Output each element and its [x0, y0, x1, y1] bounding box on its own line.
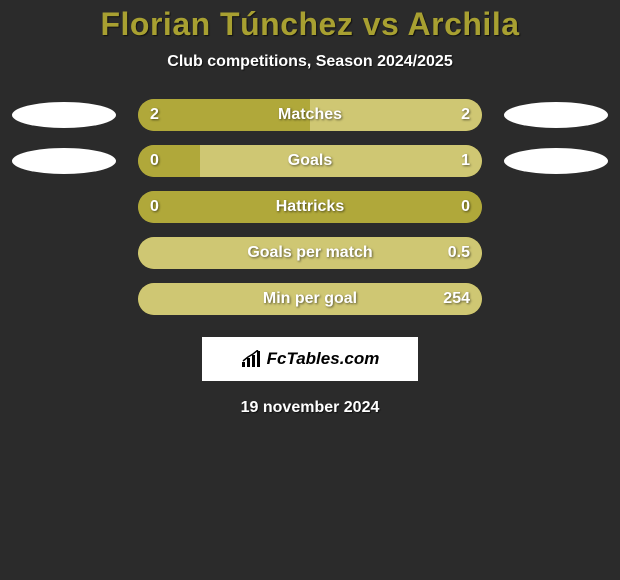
stat-row: 22Matches	[0, 99, 620, 131]
player-left-marker	[12, 102, 116, 128]
player-left-marker	[12, 286, 116, 312]
player-right-marker	[504, 148, 608, 174]
logo-box: FcTables.com	[202, 337, 418, 381]
stat-rows: 22Matches 01Goals 00Hattricks 0.5Goals per …	[0, 99, 620, 315]
chart-icon	[241, 350, 263, 368]
stat-label: Matches	[138, 106, 482, 124]
stat-bar: 254Min per goal	[138, 283, 482, 315]
logo: FcTables.com	[241, 349, 380, 369]
stat-bar: 0.5Goals per match	[138, 237, 482, 269]
stat-bar: 22Matches	[138, 99, 482, 131]
stat-label: Goals	[138, 152, 482, 170]
date-text: 19 november 2024	[0, 399, 620, 417]
stat-label: Goals per match	[138, 244, 482, 262]
logo-text: FcTables.com	[267, 349, 380, 369]
player-right-marker	[504, 286, 608, 312]
subtitle: Club competitions, Season 2024/2025	[0, 53, 620, 71]
player-right-marker	[504, 194, 608, 220]
player-right-marker	[504, 240, 608, 266]
comparison-widget: Florian Túnchez vs Archila Club competit…	[0, 0, 620, 417]
player-left-marker	[12, 148, 116, 174]
stat-bar: 00Hattricks	[138, 191, 482, 223]
stat-row: 00Hattricks	[0, 191, 620, 223]
page-title: Florian Túnchez vs Archila	[0, 6, 620, 43]
stat-row: 0.5Goals per match	[0, 237, 620, 269]
stat-row: 01Goals	[0, 145, 620, 177]
player-right-marker	[504, 102, 608, 128]
stat-row: 254Min per goal	[0, 283, 620, 315]
stat-bar: 01Goals	[138, 145, 482, 177]
stat-label: Hattricks	[138, 198, 482, 216]
player-left-marker	[12, 240, 116, 266]
player-left-marker	[12, 194, 116, 220]
stat-label: Min per goal	[138, 290, 482, 308]
